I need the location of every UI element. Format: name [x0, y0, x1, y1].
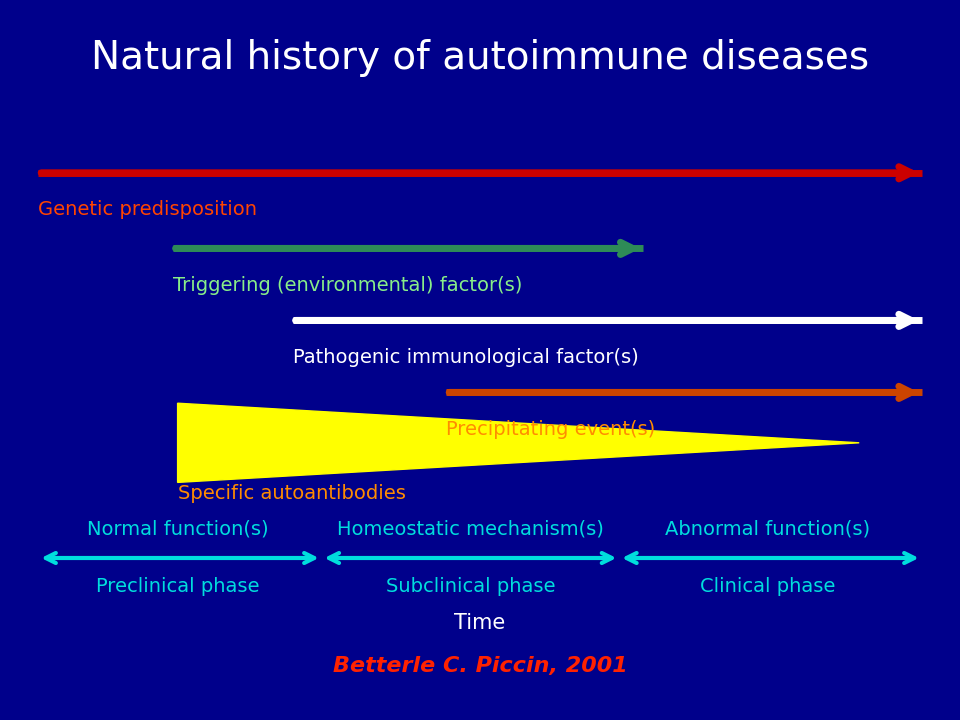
Text: Homeostatic mechanism(s): Homeostatic mechanism(s) — [337, 520, 604, 539]
Text: Clinical phase: Clinical phase — [700, 577, 836, 596]
Text: Pathogenic immunological factor(s): Pathogenic immunological factor(s) — [293, 348, 638, 366]
Text: Genetic predisposition: Genetic predisposition — [38, 200, 257, 219]
Text: Betterle C. Piccin, 2001: Betterle C. Piccin, 2001 — [332, 656, 628, 676]
Text: Preclinical phase: Preclinical phase — [96, 577, 259, 596]
Text: Subclinical phase: Subclinical phase — [386, 577, 555, 596]
Text: Time: Time — [454, 613, 506, 633]
Polygon shape — [178, 403, 859, 482]
Text: Normal function(s): Normal function(s) — [86, 520, 269, 539]
Text: Natural history of autoimmune diseases: Natural history of autoimmune diseases — [91, 39, 869, 76]
Text: Triggering (environmental) factor(s): Triggering (environmental) factor(s) — [173, 276, 522, 294]
Text: Precipitating event(s): Precipitating event(s) — [446, 420, 656, 438]
Text: Specific autoantibodies: Specific autoantibodies — [178, 484, 405, 503]
Text: Abnormal function(s): Abnormal function(s) — [665, 520, 871, 539]
